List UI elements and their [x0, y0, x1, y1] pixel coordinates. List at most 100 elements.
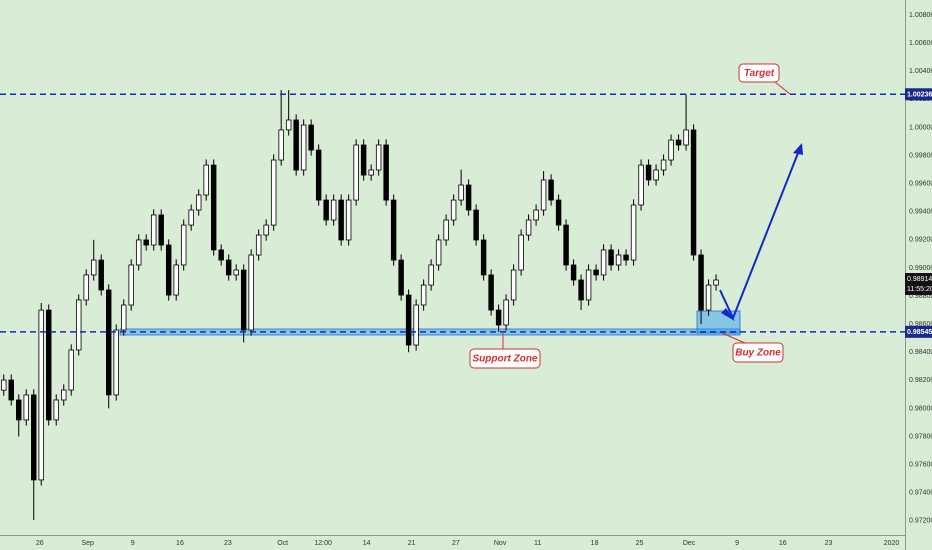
price-labels: 1.00236 0.98545 0.98914 11:55:20 [905, 88, 932, 338]
candle-body [113, 329, 119, 396]
y-tick-label: 0.97800 [909, 433, 932, 440]
projection-arrow [719, 147, 801, 321]
note-pointer [721, 332, 746, 344]
candle-body [473, 209, 479, 241]
candle-body [495, 309, 502, 326]
y-tick-label: 1.00600 [909, 40, 932, 47]
x-tick-label: 9 [131, 540, 135, 547]
candle-body [638, 164, 644, 206]
candle-body [383, 144, 389, 201]
arrow-head [721, 308, 735, 321]
candle-body [368, 169, 374, 176]
candle-body [525, 219, 532, 236]
last-time-label: 11:55:20 [907, 286, 932, 293]
candle-body [278, 129, 284, 161]
candle-body [570, 264, 577, 281]
levels [0, 93, 905, 333]
candle-body [76, 299, 82, 351]
candles [1, 90, 719, 520]
candle-body [46, 309, 52, 421]
x-tick-label: 9 [735, 540, 739, 547]
candle-body [240, 269, 247, 331]
note-pointer [774, 81, 791, 95]
y-tick-label: 0.98200 [909, 377, 932, 384]
candle-body [458, 184, 464, 201]
candle-body [540, 179, 547, 211]
candle-body [31, 394, 37, 481]
x-tick-label: 26 [36, 540, 44, 547]
candle-body [435, 239, 442, 266]
x-tick-label: 12:00 [314, 540, 332, 547]
y-tick-label: 0.97600 [909, 461, 932, 468]
candle-body [615, 254, 622, 266]
candle-body [548, 179, 554, 201]
candle-body [180, 224, 187, 266]
last-price-box [905, 273, 932, 296]
candle-body [510, 269, 517, 301]
candle-body [608, 249, 614, 266]
y-tick-label: 0.99600 [909, 180, 932, 187]
last-price-label: 0.98914 [907, 276, 932, 283]
candle-body [398, 259, 404, 296]
candle-body [443, 219, 449, 241]
x-tick-label: 16 [779, 540, 787, 547]
candle-body [375, 144, 382, 171]
candle-body [105, 289, 112, 396]
level-label: 0.98545 [907, 329, 932, 336]
candle-body [503, 299, 509, 326]
x-tick-label: 27 [452, 540, 460, 547]
candle-body [38, 309, 44, 481]
level-label-box [905, 325, 932, 338]
y-tick-label: 0.98800 [909, 293, 932, 300]
level-label: 1.00236 [907, 92, 932, 99]
candle-body [653, 169, 659, 181]
candle-body [16, 399, 22, 421]
x-tick-label: 23 [224, 540, 232, 547]
candle-body [420, 284, 427, 306]
note-text: Support Zone [473, 354, 538, 365]
y-tick-label: 0.97400 [909, 490, 932, 497]
candle-body [533, 209, 539, 221]
x-tick-label: 21 [408, 540, 416, 547]
candle-body [593, 269, 599, 276]
candle-body [713, 279, 719, 286]
candle-body [353, 144, 359, 201]
candle-body [233, 269, 239, 276]
candle-body [705, 284, 712, 311]
candle-body [668, 139, 674, 161]
candle-body [218, 249, 224, 261]
candle-body [690, 129, 697, 256]
candle-body [90, 259, 97, 276]
candle-body [345, 199, 352, 241]
candle-body [248, 254, 254, 331]
candle-body [128, 264, 134, 306]
candle-body [255, 234, 262, 256]
candle-body [150, 214, 157, 246]
y-tick-label: 0.98000 [909, 405, 932, 412]
candle-body [600, 249, 607, 276]
candle-body [390, 199, 397, 261]
candle-body [405, 294, 412, 346]
candle-body [23, 394, 29, 421]
buy-note: Buy Zone [721, 332, 784, 363]
y-tick-label: 0.99000 [909, 265, 932, 272]
note-box [738, 63, 780, 83]
x-tick-label: Dec [683, 540, 696, 547]
candle-body [323, 199, 329, 221]
candle-body [360, 144, 367, 176]
candle-body [98, 259, 104, 291]
x-tick-label: Nov [494, 540, 507, 547]
candle-body [563, 224, 569, 266]
candle-body [555, 199, 562, 226]
candle-body [645, 164, 652, 181]
candle-body [61, 389, 67, 401]
candle-body [683, 129, 689, 146]
candle-body [465, 184, 472, 211]
candle-body [578, 279, 584, 301]
candle-body [630, 204, 637, 261]
y-tick-label: 1.00800 [909, 12, 932, 19]
x-tick-label: 16 [176, 540, 184, 547]
